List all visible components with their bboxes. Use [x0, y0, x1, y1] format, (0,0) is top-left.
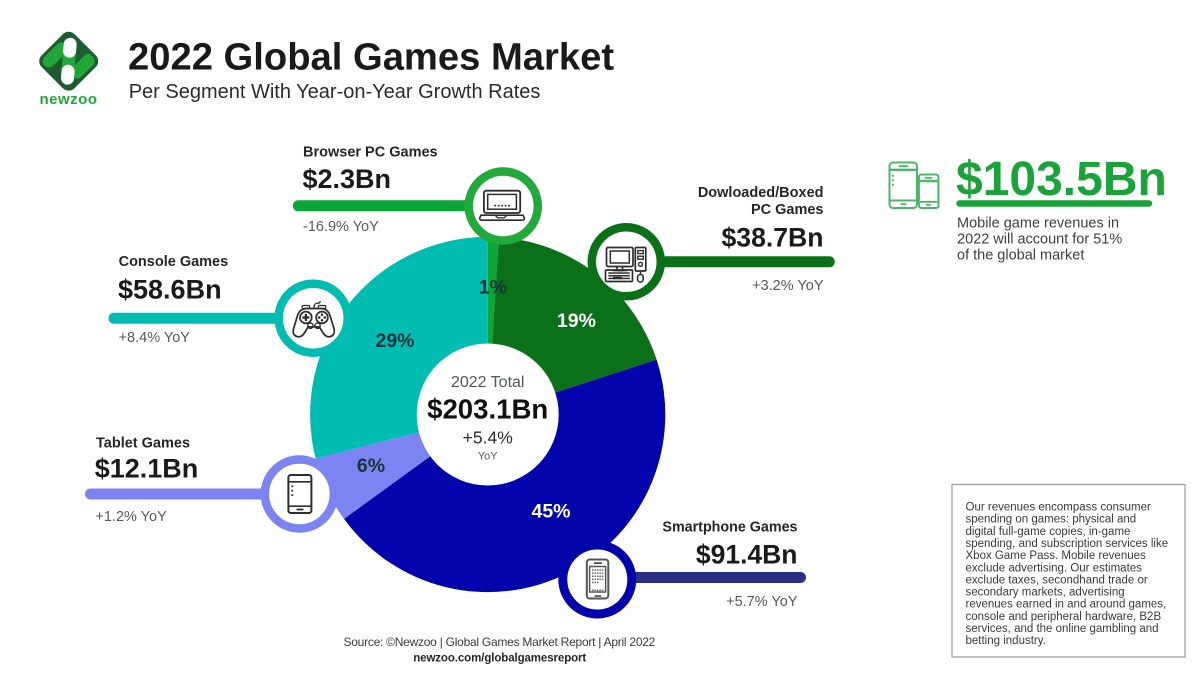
svg-text:+5.7% YoY: +5.7% YoY	[726, 594, 798, 610]
svg-text:Tablet Games: Tablet Games	[96, 435, 190, 451]
svg-text:2022 Total: 2022 Total	[451, 374, 525, 391]
svg-text:$58.6Bn: $58.6Bn	[118, 275, 222, 305]
svg-text:Dowloaded/Boxed: Dowloaded/Boxed	[698, 185, 824, 201]
svg-text:1%: 1%	[479, 277, 507, 299]
svg-text:19%: 19%	[557, 310, 596, 332]
svg-text:Our revenues encompass consume: Our revenues encompass consumer spending …	[966, 502, 1169, 648]
svg-text:$203.1Bn: $203.1Bn	[427, 394, 548, 425]
svg-text:PC Games: PC Games	[751, 202, 824, 218]
svg-text:Browser PC Games: Browser PC Games	[303, 144, 438, 160]
svg-text:Smartphone Games: Smartphone Games	[662, 519, 797, 535]
svg-text:$38.7Bn: $38.7Bn	[722, 223, 824, 253]
svg-text:$12.1Bn: $12.1Bn	[95, 454, 199, 484]
svg-text:29%: 29%	[375, 330, 414, 352]
svg-text:newzoo: newzoo	[40, 91, 98, 108]
svg-text:Per Segment With Year-on-Year: Per Segment With Year-on-Year Growth Rat…	[129, 81, 541, 103]
svg-text:$2.3Bn: $2.3Bn	[303, 164, 392, 194]
svg-text:+1.2% YoY: +1.2% YoY	[95, 509, 167, 525]
svg-text:-16.9% YoY: -16.9% YoY	[303, 219, 379, 235]
svg-text:6%: 6%	[357, 455, 385, 477]
svg-text:$103.5Bn: $103.5Bn	[956, 153, 1167, 206]
svg-text:Source: ©Newzoo | Global Games: Source: ©Newzoo | Global Games Market Re…	[343, 635, 655, 649]
svg-text:+3.2% YoY: +3.2% YoY	[752, 278, 824, 294]
svg-text:+5.4%: +5.4%	[463, 428, 513, 448]
svg-text:Console Games: Console Games	[119, 254, 229, 270]
svg-text:+8.4% YoY: +8.4% YoY	[119, 330, 191, 346]
svg-text:newzoo.com/globalgamesreport: newzoo.com/globalgamesreport	[413, 653, 586, 665]
svg-text:45%: 45%	[531, 501, 570, 523]
svg-text:2022 Global Games Market: 2022 Global Games Market	[128, 36, 614, 79]
svg-text:YoY: YoY	[478, 451, 498, 463]
svg-text:$91.4Bn: $91.4Bn	[696, 540, 798, 570]
